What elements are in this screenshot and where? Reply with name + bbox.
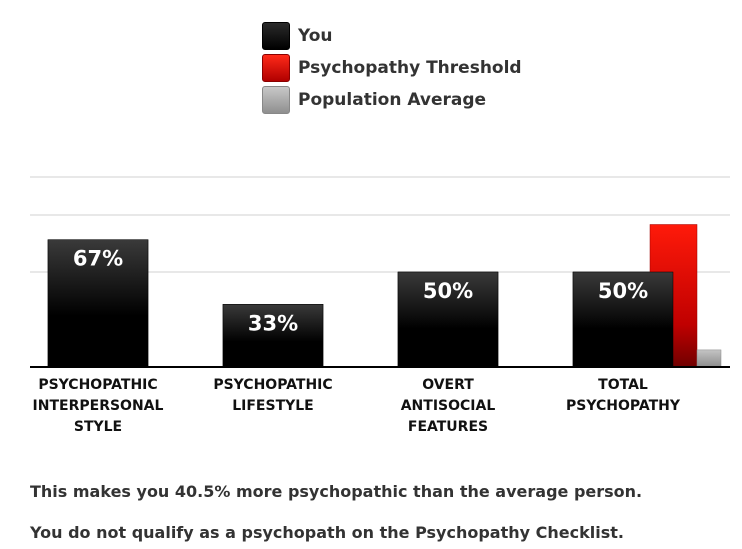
legend-label-threshold: Psychopathy Threshold [298,58,522,78]
summary-qualification: You do not qualify as a psychopath on th… [30,523,624,542]
category-label: TOTAL PSYCHOPATHY [538,375,708,417]
legend-item-population: Population Average [262,84,522,116]
legend-item-you: You [262,20,522,52]
category-label-line: PSYCHOPATHIC [213,377,333,393]
category-label-line: ANTISOCIAL [400,398,496,414]
bar-value-label: 50% [598,279,648,303]
category-label-line: INTERPERSONAL [32,398,164,414]
category-label-line: FEATURES [407,419,489,435]
category-label-line: TOTAL [598,377,648,393]
category-label-line: PSYCHOPATHY [565,398,680,414]
category-label-line: LIFESTYLE [232,398,314,414]
category-label: PSYCHOPATHIC LIFESTYLE [188,375,358,417]
category-label-line: STYLE [73,419,123,435]
legend-swatch-you [262,22,290,50]
bar-value-label: 50% [423,279,473,303]
bar-value-label: 67% [73,247,123,271]
category-label: OVERT ANTISOCIAL FEATURES [363,375,533,438]
legend-label-population: Population Average [298,90,487,110]
bar-value-label: 33% [248,311,298,335]
bar-population-3 [696,349,722,368]
legend-item-threshold: Psychopathy Threshold [262,52,522,84]
bar-you-front-2 [397,271,499,368]
bars: 67% 33% 50% 50% [47,224,722,368]
legend-swatch-population [262,86,290,114]
bar-you-front-3 [572,271,674,368]
summary-comparison: This makes you 40.5% more psychopathic t… [30,482,643,501]
legend-label-you: You [298,26,333,46]
legend-swatch-threshold [262,54,290,82]
category-label-line: PSYCHOPATHIC [38,377,158,393]
bar-chart: 67% 33% 50% 50% [30,176,730,368]
category-label: PSYCHOPATHIC INTERPERSONAL STYLE [13,375,183,438]
chart-legend: You Psychopathy Threshold Population Ave… [262,20,522,116]
bar-you-front-1 [222,304,324,368]
category-label-line: OVERT [422,377,474,393]
